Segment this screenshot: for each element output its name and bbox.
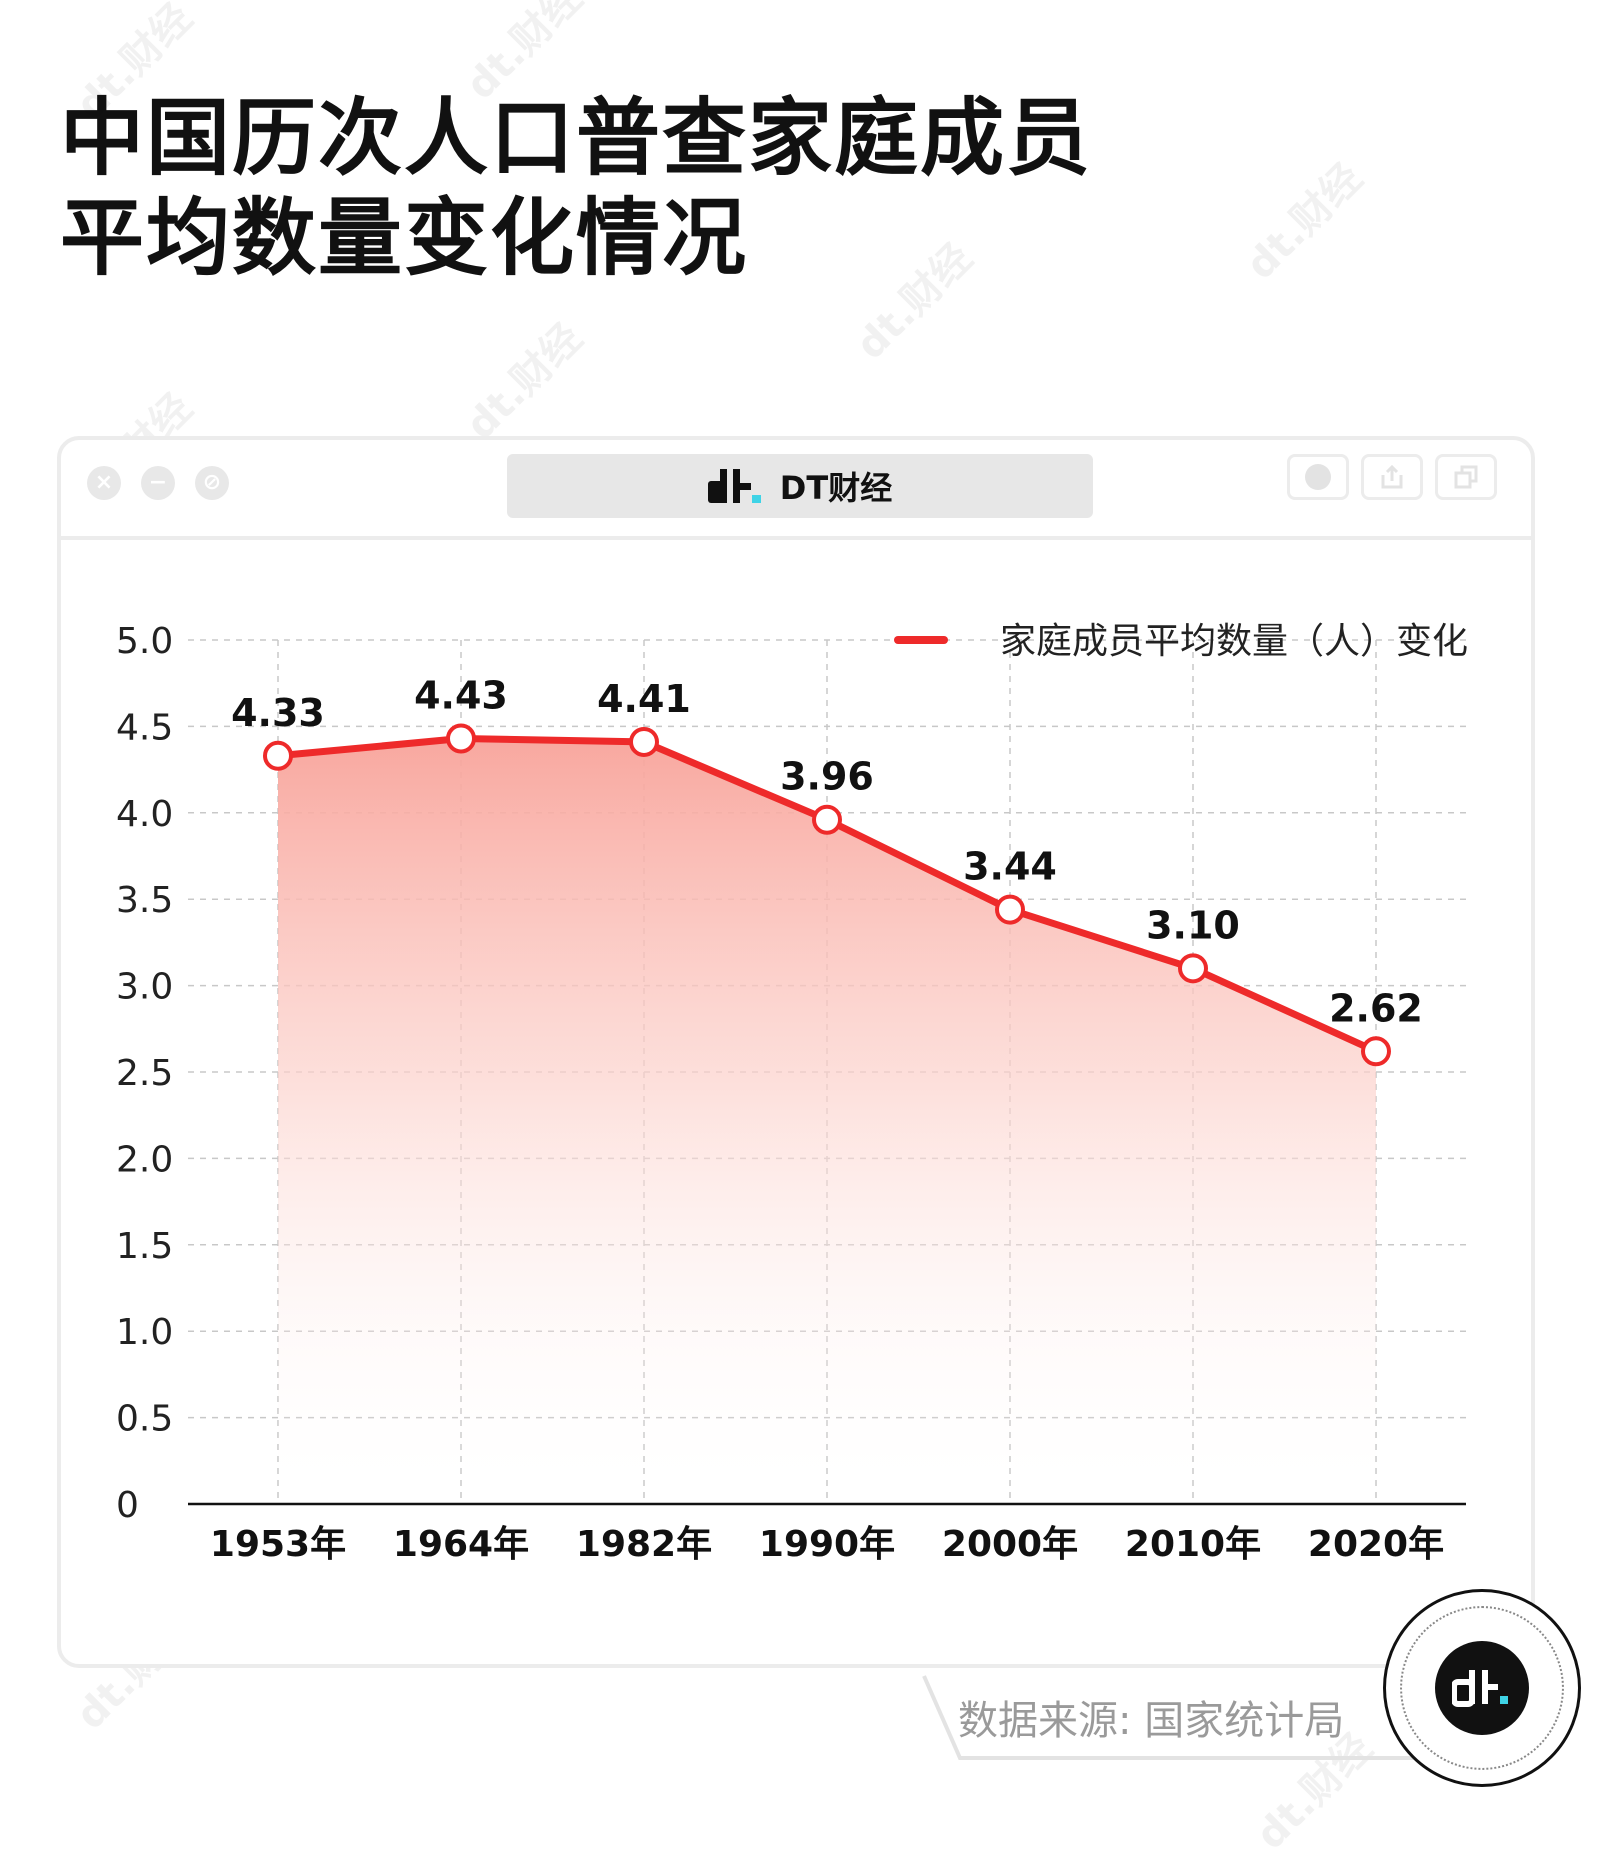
data-label: 3.44 [963, 845, 1057, 889]
page-title: 中国历次人口普查家庭成员 平均数量变化情况 [60, 88, 1092, 288]
data-point [1178, 953, 1208, 984]
x-tick-label: 2010年 [1125, 1524, 1261, 1565]
dt-logo-icon [707, 467, 764, 505]
close-icon[interactable]: × [87, 466, 121, 500]
y-tick-label: 5.0 [116, 621, 173, 662]
data-label: 4.41 [597, 677, 691, 721]
data-label: 2.62 [1329, 986, 1423, 1030]
x-tick-label: 1990年 [759, 1524, 895, 1565]
share-icon[interactable] [1361, 454, 1423, 500]
source-tab [922, 1675, 1436, 1760]
data-point [263, 740, 293, 771]
copy-icon[interactable] [1435, 454, 1497, 500]
address-text: DT财经 [779, 469, 893, 507]
address-bar[interactable]: DT财经 [507, 454, 1093, 518]
data-label: 4.33 [231, 691, 325, 735]
series-area [278, 738, 1376, 1504]
source-text: 数据来源: 国家统计局 [958, 1698, 1345, 1744]
x-tick-label: 2000年 [942, 1524, 1078, 1565]
y-tick-label: 2.5 [116, 1053, 173, 1094]
minimize-icon[interactable]: − [141, 466, 175, 500]
legend-label: 家庭成员平均数量（人）变化 [1000, 621, 1468, 662]
y-tick-label: 3.0 [116, 967, 173, 1008]
data-label: 3.96 [780, 755, 874, 799]
title-line-1: 中国历次人口普查家庭成员 [60, 89, 1093, 187]
data-point [812, 804, 842, 835]
y-tick-label: 3.5 [116, 880, 173, 921]
data-point [629, 726, 659, 757]
y-tick-label: 4.0 [116, 794, 173, 835]
badge-dotted-ring [1400, 1606, 1564, 1770]
window-titlebar: × − ⊘ DT财经 [61, 440, 1531, 540]
y-tick-label: 0 [116, 1485, 139, 1526]
y-tick-label: 1.0 [116, 1312, 173, 1353]
record-icon[interactable] [1287, 454, 1349, 500]
x-tick-label: 1982年 [576, 1524, 712, 1565]
title-line-2: 平均数量变化情况 [60, 189, 749, 287]
dt-badge [1383, 1589, 1581, 1787]
block-icon[interactable]: ⊘ [195, 466, 229, 500]
dt-logo-icon [1435, 1641, 1529, 1735]
data-label: 4.43 [414, 673, 508, 717]
x-tick-label: 1953年 [210, 1524, 346, 1565]
x-tick-label: 1964年 [393, 1524, 529, 1565]
y-tick-label: 1.5 [116, 1226, 173, 1267]
data-label: 3.10 [1146, 903, 1240, 947]
x-tick-label: 2020年 [1308, 1524, 1444, 1565]
y-tick-label: 0.5 [116, 1399, 173, 1440]
data-point [1361, 1036, 1391, 1067]
y-tick-label: 4.5 [116, 707, 173, 748]
y-tick-label: 2.0 [116, 1139, 173, 1180]
data-point [446, 723, 476, 754]
data-point [995, 894, 1025, 925]
